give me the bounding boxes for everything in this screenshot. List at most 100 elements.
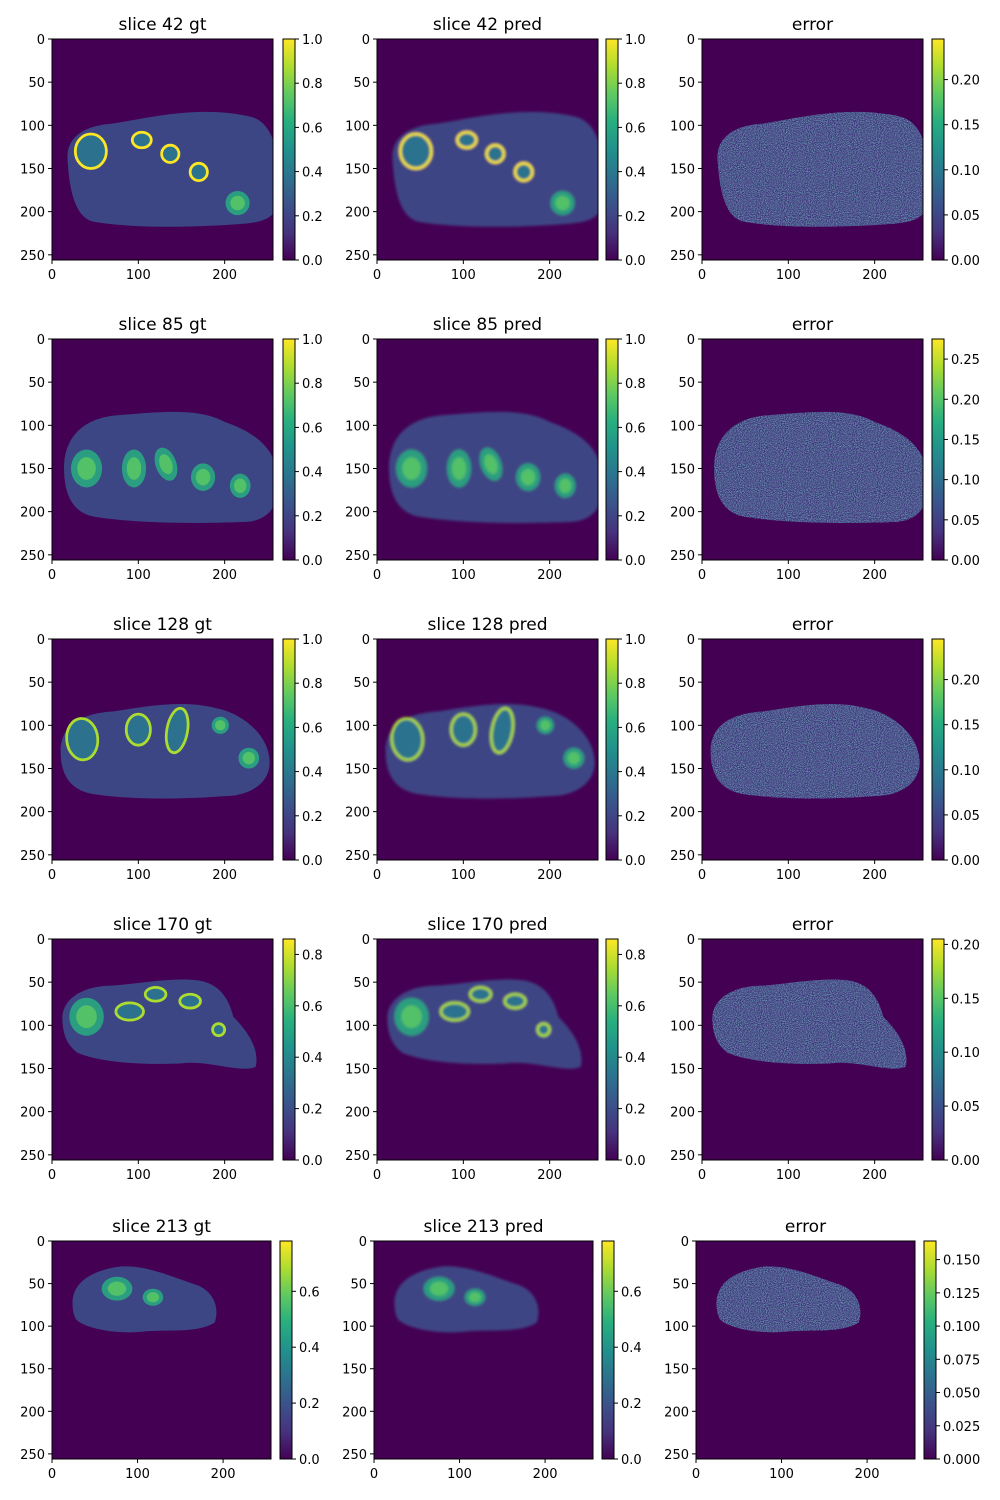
panel-title: slice 128 pred [427, 615, 547, 635]
y-tick-label: 100 [20, 719, 45, 734]
bone-core [568, 752, 580, 764]
colorbar-tick-label: 0.050 [943, 1387, 980, 1402]
y-tick-label: 50 [672, 1278, 689, 1293]
colorbar-tick-label: 0.4 [302, 166, 323, 181]
y-tick-label: 250 [20, 849, 45, 864]
y-tick-label: 100 [670, 119, 695, 134]
y-tick-label: 200 [20, 1405, 45, 1420]
y-tick-label: 250 [670, 549, 695, 564]
colorbar [280, 1241, 292, 1459]
x-tick-label: 200 [537, 868, 562, 883]
y-tick-label: 50 [678, 676, 695, 691]
y-tick-label: 100 [670, 719, 695, 734]
panel-title: slice 213 pred [423, 1217, 543, 1237]
heatmap-panel: slice 85 gt0501001502002500 100 2000.00.20… [20, 315, 323, 583]
y-tick-label: 0 [362, 333, 370, 348]
x-tick-label: 100 [776, 268, 801, 283]
bone-core [521, 469, 536, 486]
colorbar-tick-label: 0.2 [302, 210, 323, 225]
bone-core [234, 479, 246, 494]
colorbar-tick-label: 0.0 [625, 254, 646, 269]
x-tick-label: 200 [862, 868, 887, 883]
colorbar-tick-label: 0.6 [302, 121, 323, 136]
colorbar-tick-label: 0.4 [302, 766, 323, 781]
bone-core [76, 1005, 97, 1028]
y-tick-label: 0 [687, 333, 695, 348]
error-noise [717, 112, 929, 227]
y-tick-label: 50 [350, 1278, 367, 1293]
y-tick-label: 200 [664, 1405, 689, 1420]
y-tick-label: 150 [670, 462, 695, 477]
heatmap-content [386, 704, 595, 799]
colorbar-tick-label: 0.6 [302, 1000, 323, 1015]
colorbar [602, 1241, 614, 1459]
y-tick-label: 100 [670, 1019, 695, 1034]
tissue-layer [61, 704, 270, 799]
y-tick-label: 150 [670, 762, 695, 777]
colorbar-tick-label: 0.05 [951, 809, 980, 824]
y-tick-label: 150 [20, 762, 45, 777]
colorbar-tick-label: 0.20 [951, 74, 980, 89]
colorbar-tick-label: 0.0 [302, 1154, 323, 1169]
y-tick-label: 150 [20, 162, 45, 177]
colorbar-tick-label: 0.100 [943, 1320, 980, 1335]
colorbar-tick-label: 1.0 [302, 333, 323, 348]
colorbar-tick-label: 0.6 [625, 721, 646, 736]
y-tick-label: 250 [345, 549, 370, 564]
x-tick-label: 0 [692, 1467, 700, 1482]
bone-core [196, 469, 211, 486]
colorbar-tick-label: 0.2 [302, 810, 323, 825]
y-tick-label: 50 [28, 676, 45, 691]
x-tick-label: 0 [373, 568, 381, 583]
y-tick-label: 100 [20, 1320, 45, 1335]
colorbar-tick-label: 0.4 [625, 466, 646, 481]
y-tick-label: 150 [20, 1062, 45, 1077]
x-tick-label: 200 [862, 268, 887, 283]
x-tick-label: 0 [373, 868, 381, 883]
colorbar-tick-label: 0.125 [943, 1287, 980, 1302]
x-tick-label: 100 [126, 568, 151, 583]
y-tick-label: 50 [678, 376, 695, 391]
bone-core [77, 457, 96, 480]
colorbar [283, 939, 295, 1160]
x-tick-label: 0 [698, 268, 706, 283]
y-tick-label: 250 [20, 1149, 45, 1164]
colorbar-tick-label: 0.150 [943, 1254, 980, 1269]
x-tick-label: 100 [776, 868, 801, 883]
y-tick-label: 150 [20, 1363, 45, 1378]
y-tick-label: 150 [664, 1363, 689, 1378]
y-tick-label: 200 [345, 206, 370, 221]
colorbar-tick-label: 0.0 [302, 554, 323, 569]
colorbar-tick-label: 0.15 [951, 992, 980, 1007]
x-tick-label: 200 [862, 568, 887, 583]
bone-core [559, 479, 571, 494]
colorbar-tick-label: 0.4 [625, 166, 646, 181]
y-tick-label: 0 [687, 933, 695, 948]
heatmap-panel: slice 213 gt0501001502002500 100 2000.00.2… [20, 1217, 320, 1482]
y-tick-label: 50 [353, 976, 370, 991]
colorbar-tick-label: 0.6 [625, 421, 646, 436]
y-tick-label: 0 [37, 1235, 45, 1250]
colorbar [283, 339, 295, 560]
x-tick-label: 0 [48, 1168, 56, 1183]
y-tick-label: 0 [37, 33, 45, 48]
colorbar-tick-label: 0.2 [621, 1397, 642, 1412]
y-tick-label: 200 [670, 506, 695, 521]
x-tick-label: 200 [862, 1168, 887, 1183]
colorbar-tick-label: 0.2 [302, 510, 323, 525]
y-tick-label: 150 [670, 162, 695, 177]
colorbar [606, 39, 618, 260]
colorbar-tick-label: 0.6 [625, 121, 646, 136]
y-tick-label: 100 [345, 719, 370, 734]
y-tick-label: 100 [345, 419, 370, 434]
y-tick-label: 150 [342, 1363, 367, 1378]
colorbar-tick-label: 0.4 [625, 766, 646, 781]
x-tick-label: 0 [698, 868, 706, 883]
tissue-layer [67, 112, 279, 227]
colorbar-tick-label: 0.05 [951, 209, 980, 224]
colorbar-tick-label: 1.0 [625, 333, 646, 348]
panel-title: slice 170 gt [113, 915, 212, 935]
x-tick-label: 100 [451, 868, 476, 883]
x-tick-label: 200 [211, 1467, 236, 1482]
panel-title: slice 85 gt [118, 315, 206, 335]
